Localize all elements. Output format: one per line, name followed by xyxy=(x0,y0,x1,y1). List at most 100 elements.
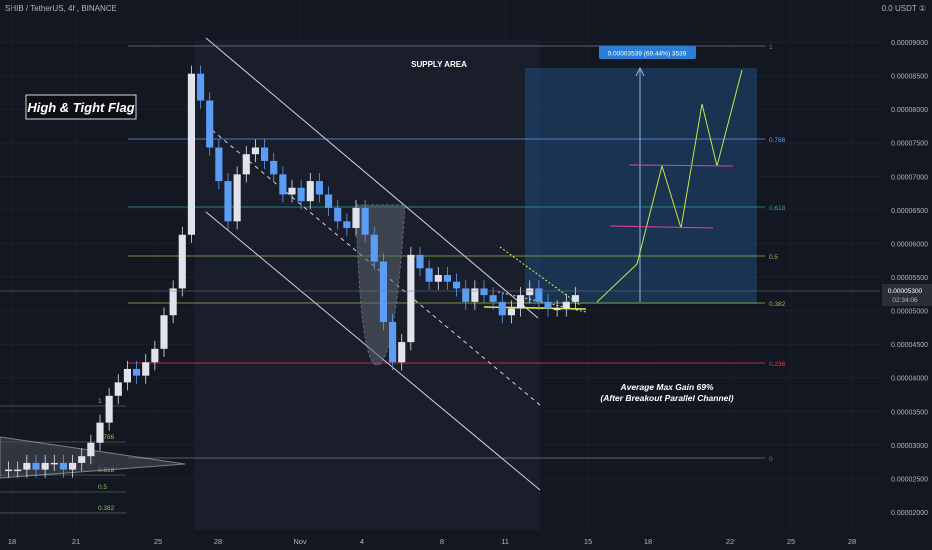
flag-upper-line[interactable] xyxy=(499,246,581,306)
candle-body xyxy=(96,422,104,443)
candle-body xyxy=(215,147,223,182)
chart-title: High & Tight Flag xyxy=(27,100,134,115)
candle-body xyxy=(78,456,86,463)
candle-body xyxy=(526,288,534,296)
candle-body xyxy=(14,469,22,472)
price-tick-label: 0.00004000 xyxy=(891,376,928,383)
time-tick-label: 18 xyxy=(8,537,16,546)
candle-body xyxy=(69,462,77,470)
title-box xyxy=(25,94,137,120)
candle-body xyxy=(123,368,131,383)
projection-level-1 xyxy=(609,225,714,229)
candle-body xyxy=(334,207,342,222)
candle-body xyxy=(462,288,470,302)
candle-body xyxy=(544,301,552,309)
candle-body xyxy=(553,308,561,311)
fib-level-label: 0.618 xyxy=(769,205,786,212)
candle-body xyxy=(571,295,579,302)
candle-body xyxy=(242,154,250,175)
symbol-header: SHIB / TetherUS, 4h, BINANCE xyxy=(5,4,117,13)
candle-body xyxy=(443,275,451,282)
candle-body xyxy=(288,187,296,195)
candle-body xyxy=(251,147,259,155)
candle-body xyxy=(197,73,205,101)
left-fib-level-label: 0.618 xyxy=(98,467,115,474)
candle-body xyxy=(434,275,442,282)
time-tick-label: 28 xyxy=(848,537,856,546)
time-tick-label: 22 xyxy=(726,537,734,546)
candle-body xyxy=(306,181,314,202)
price-tick-label: 0.00003000 xyxy=(891,443,928,450)
candle-body xyxy=(389,321,397,363)
candle-body xyxy=(325,194,333,208)
time-tick-label: 11 xyxy=(501,537,509,546)
projection-level-2 xyxy=(628,164,734,167)
candle-body xyxy=(343,221,351,229)
price-tick-label: 0.00005000 xyxy=(891,309,928,316)
price-tick-label: 0.00006000 xyxy=(891,241,928,248)
candle-body xyxy=(315,181,323,195)
price-tick-label: 0.00002500 xyxy=(891,476,928,483)
price-tick-label: 0.00003500 xyxy=(891,409,928,416)
candle-body xyxy=(59,462,67,470)
candle-body xyxy=(453,281,461,289)
candle-body xyxy=(361,207,369,235)
time-tick-label: 21 xyxy=(72,537,80,546)
candle-body xyxy=(169,288,177,316)
currency-unit-label: 0.0 USDT ① xyxy=(881,4,926,13)
flag-lower-line[interactable] xyxy=(497,291,587,313)
candle-body xyxy=(498,301,506,316)
candle-body xyxy=(23,462,31,470)
price-tick-label: 0.00007500 xyxy=(891,141,928,148)
fib-level-label: 0 xyxy=(769,456,773,463)
candle-body xyxy=(398,342,406,363)
target-badge: 0.00003539 (69.44%) 3539 xyxy=(608,51,687,58)
time-tick-label: 25 xyxy=(154,537,162,546)
left-fib-level-label: 0.382 xyxy=(98,505,115,512)
target-badge-bg xyxy=(599,46,696,59)
price-axis[interactable]: 0.00009000 0.00008500 0.00008000 0.00007500… xyxy=(891,40,928,517)
time-axis[interactable]: 18 21 25 28 Nov 4 8 11 15 18 22 25 28 xyxy=(8,537,856,546)
candle-body xyxy=(489,295,497,302)
candle-body xyxy=(206,100,214,148)
time-tick-label: 25 xyxy=(787,537,795,546)
candle-body xyxy=(471,288,479,302)
candle-body xyxy=(105,395,113,423)
channel-upper-line[interactable] xyxy=(205,37,539,319)
time-tick-label: 15 xyxy=(584,537,592,546)
candle-body xyxy=(133,368,141,376)
candle-body xyxy=(407,254,415,343)
candle-body xyxy=(517,295,525,309)
candle-body xyxy=(425,268,433,282)
price-tick-label: 0.00008000 xyxy=(891,107,928,114)
candle-body xyxy=(233,174,241,222)
candle-body xyxy=(480,288,488,296)
candle-body xyxy=(370,234,378,262)
price-tick-label: 0.00002000 xyxy=(891,510,928,517)
price-tick-label: 0.00007000 xyxy=(891,174,928,181)
candle-body xyxy=(160,315,168,349)
price-tick-label: 0.00004500 xyxy=(891,342,928,349)
candle-body xyxy=(224,181,232,222)
price-tick-label: 0.00008500 xyxy=(891,74,928,81)
candle-body xyxy=(41,462,49,470)
target-arrow-head xyxy=(635,66,645,77)
candlestick-series xyxy=(5,65,579,478)
countdown-label: 02:34:06 xyxy=(892,297,918,304)
fib-level-label: 1 xyxy=(769,44,773,51)
price-tick-label: 0.00009000 xyxy=(891,40,928,47)
price-tick-label: 0.00006500 xyxy=(891,208,928,215)
candle-body xyxy=(416,254,424,269)
target-box xyxy=(525,68,757,304)
candle-body xyxy=(142,362,150,376)
fib-level-label: 0.382 xyxy=(769,301,786,308)
candle-body xyxy=(187,73,195,235)
supply-area-label: SUPPLY AREA xyxy=(411,60,467,69)
candle-body xyxy=(297,187,305,202)
annotation-line-1: Average Max Gain 69% xyxy=(619,382,714,392)
candle-body xyxy=(279,174,287,195)
time-tick-label: 4 xyxy=(360,537,364,546)
fib-level-label: 0.236 xyxy=(769,361,786,368)
current-price-badge: 0.00005300 xyxy=(888,288,923,295)
